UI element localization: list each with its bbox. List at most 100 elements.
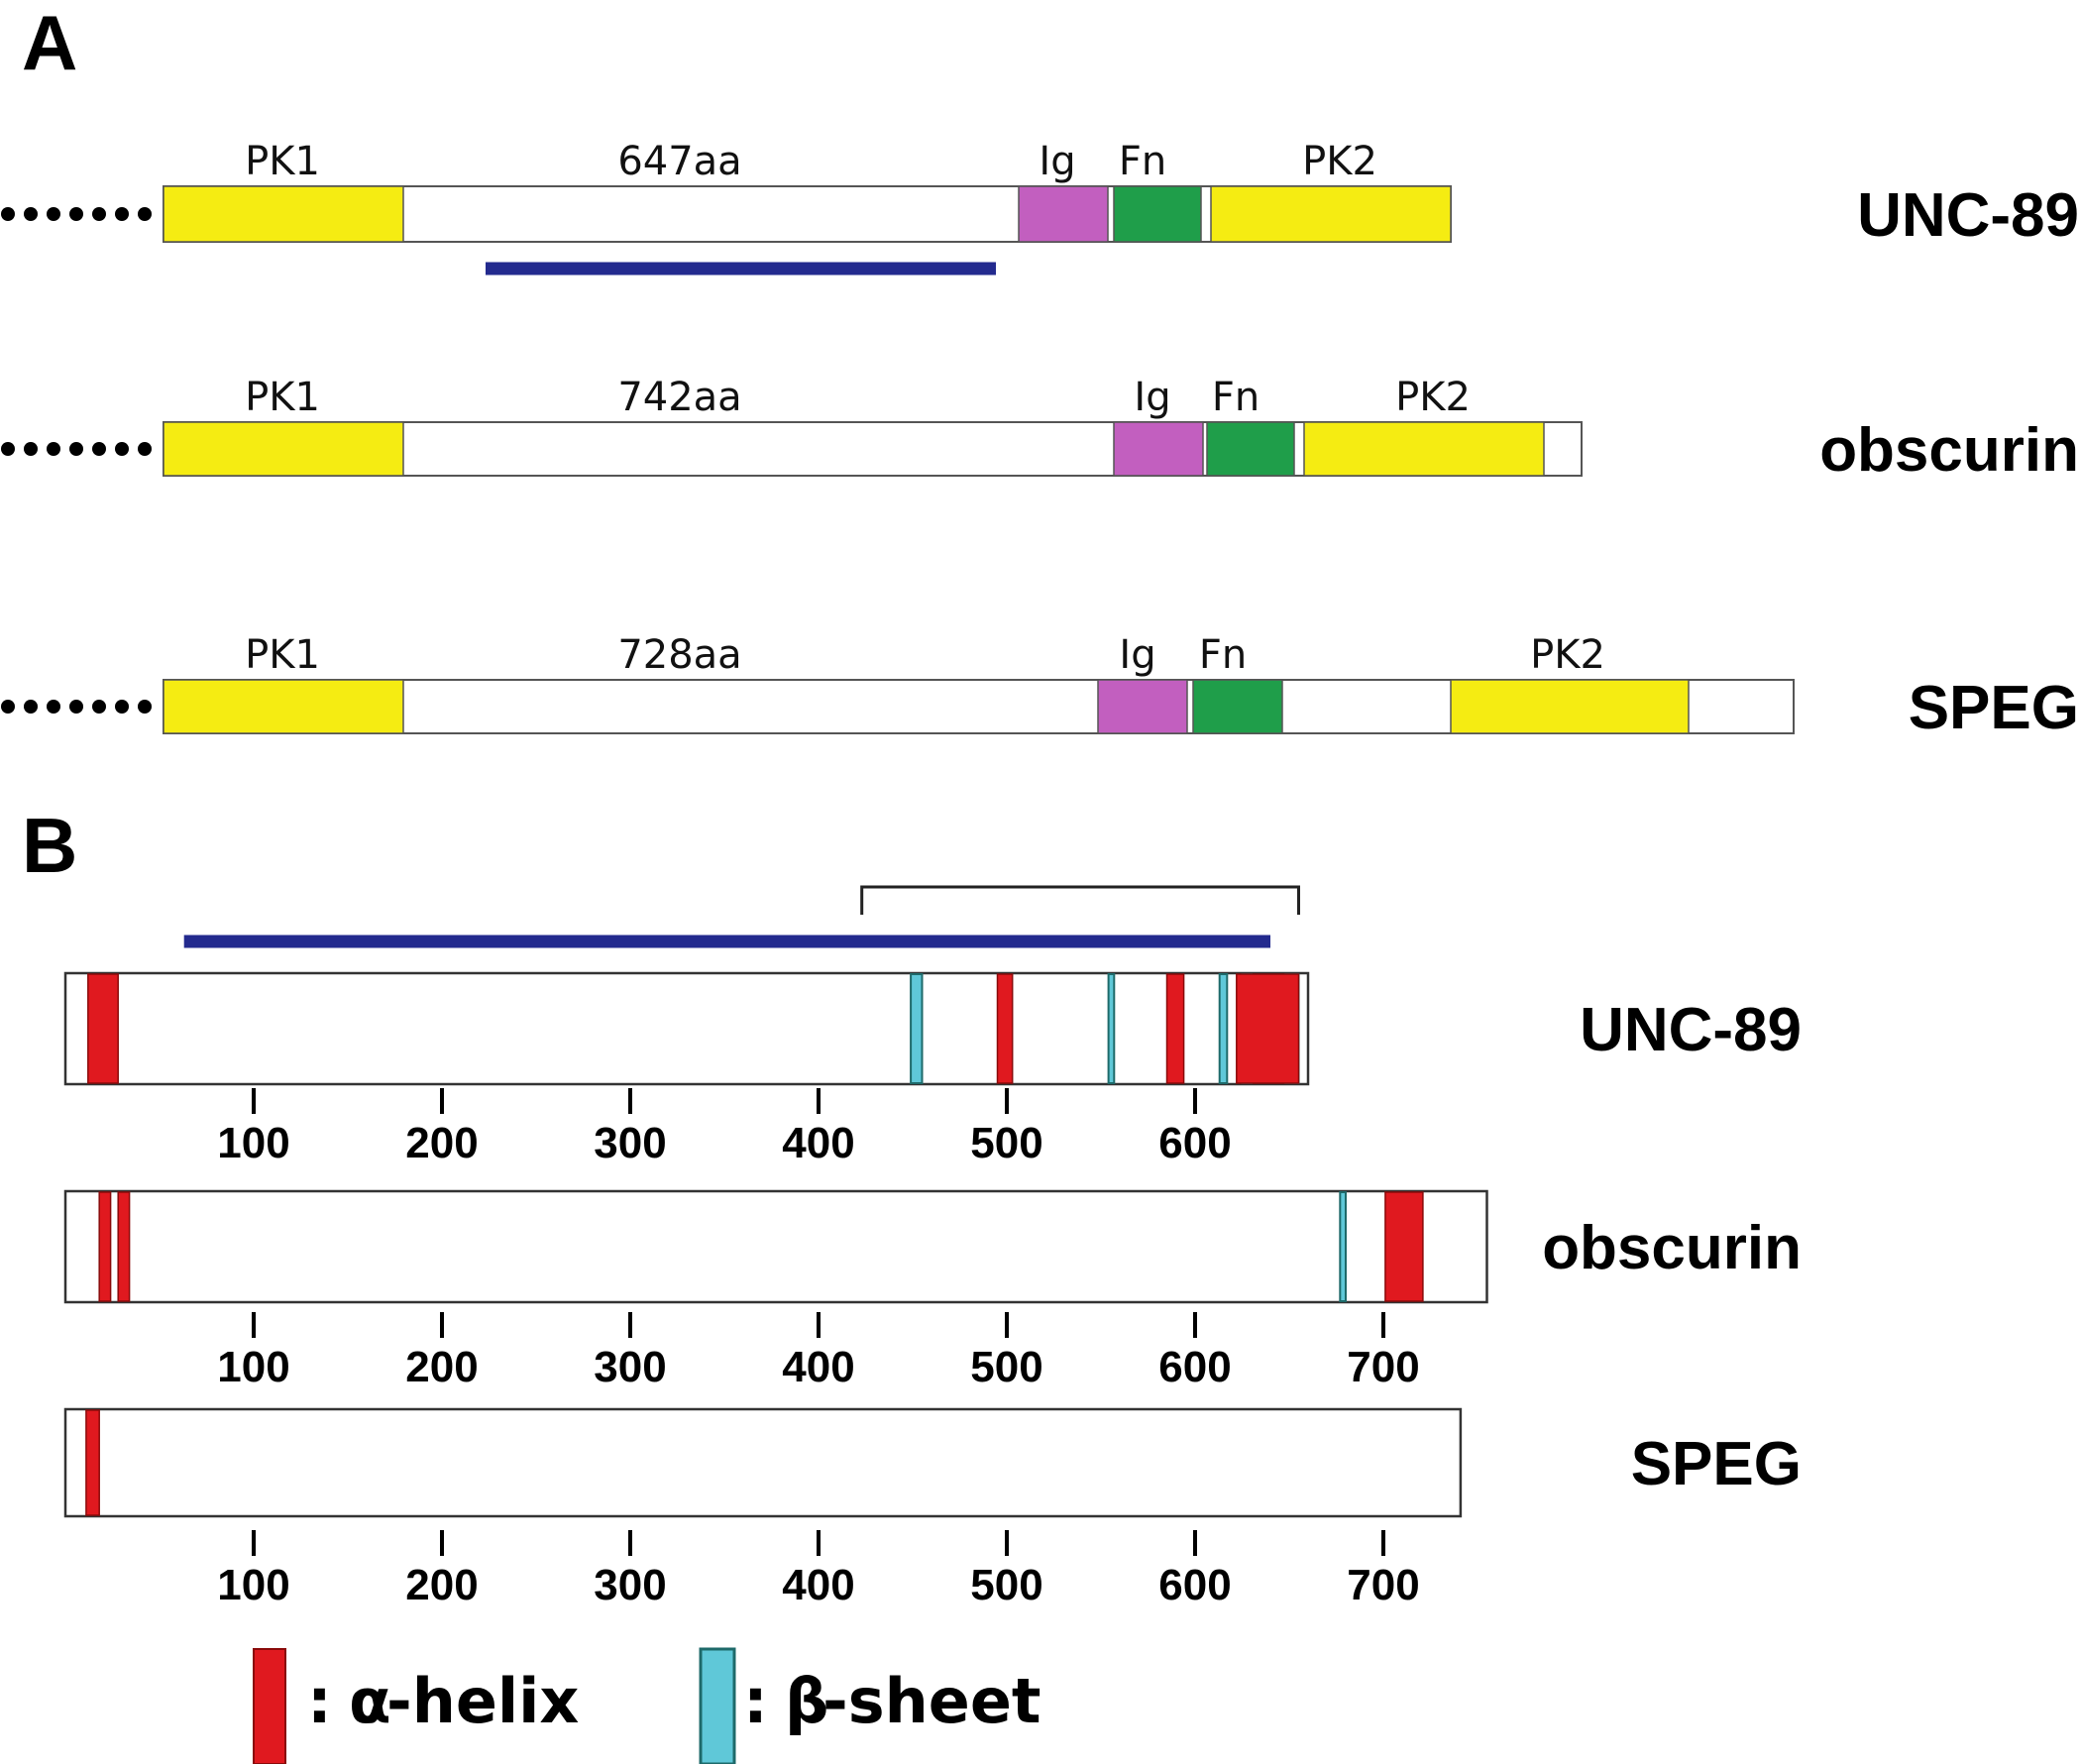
legend-sheet-swatch: [699, 1647, 736, 1764]
n-terminal-dot: [1, 207, 15, 221]
protein-row-speg: PK1 Ig Fn PK2 728aa SPEG: [1, 632, 2079, 742]
axis-tick-label: 500: [970, 1119, 1042, 1167]
legend-helix-swatch: [253, 1648, 286, 1764]
n-terminal-dot: [138, 700, 152, 714]
axis-tick-label: 400: [782, 1343, 854, 1391]
n-terminal-dot: [47, 207, 60, 221]
ig-label: Ig: [1134, 375, 1170, 420]
axis-tick-label: 400: [782, 1561, 854, 1609]
ig-label: Ig: [1039, 139, 1075, 184]
n-terminal-dot: [47, 700, 60, 714]
alpha-helix-segment: [1384, 1191, 1424, 1302]
panel-a: PK1 Ig Fn PK2 647aa UNC-89 PK1 Ig Fn PK2 742aa obsc…: [1, 139, 2079, 742]
pk2-label: PK2: [1302, 139, 1377, 184]
legend-text: -helix: [386, 1665, 579, 1737]
axis-tick-label: 200: [405, 1561, 478, 1609]
n-terminal-dot: [115, 442, 129, 456]
legend-item-helix: : α-helix: [253, 1648, 579, 1764]
n-terminal-dot: [24, 700, 38, 714]
n-terminal-dot: [115, 207, 129, 221]
alpha-helix-segment: [85, 1409, 100, 1516]
fn-label: Fn: [1119, 139, 1166, 184]
beta-sheet-segment: [1107, 973, 1116, 1084]
fn-domain: [1206, 421, 1295, 477]
ig-domain: [1018, 185, 1109, 243]
n-terminal-dot: [69, 700, 83, 714]
sequence-outline: [63, 1189, 1488, 1304]
legend-symbol: β: [785, 1665, 828, 1737]
beta-sheet-segment: [1218, 973, 1229, 1084]
n-terminal-dot: [92, 700, 106, 714]
protein-name: SPEG: [1909, 674, 2079, 742]
linker-length-label: 728aa: [617, 632, 741, 678]
n-terminal-dot: [1, 700, 15, 714]
fn-domain: [1192, 679, 1283, 734]
n-terminal-dot: [92, 442, 106, 456]
beta-sheet-segment: [1339, 1191, 1348, 1302]
axis-tick-label: 600: [1158, 1343, 1231, 1391]
n-terminal-dot: [24, 207, 38, 221]
protein-name: SPEG: [1631, 1430, 1802, 1498]
n-terminal-dot: [138, 442, 152, 456]
fn-label: Fn: [1199, 632, 1247, 678]
legend-colon: :: [743, 1665, 768, 1737]
fn-domain: [1113, 185, 1202, 243]
legend: : α-helix: β-sheet: [253, 1647, 1041, 1764]
axis-tick-label: 400: [782, 1119, 854, 1167]
ig-domain: [1097, 679, 1188, 734]
axis-tick-label: 500: [970, 1561, 1042, 1609]
protein-row-obscurin: PK1 Ig Fn PK2 742aa obscurin: [1, 375, 2079, 485]
pk2-domain: [1450, 679, 1690, 734]
legend-symbol: α: [349, 1665, 391, 1737]
pk1-label: PK1: [245, 632, 320, 678]
alpha-helix-segment: [1165, 973, 1185, 1084]
protein-name: UNC-89: [1580, 996, 1802, 1064]
fn-label: Fn: [1212, 375, 1260, 420]
n-terminal-dot: [115, 700, 129, 714]
alpha-helix-segment: [1236, 973, 1300, 1084]
protein-name: obscurin: [1819, 416, 2079, 485]
n-terminal-dot: [138, 207, 152, 221]
pk1-label: PK1: [245, 139, 320, 184]
legend-text: -sheet: [822, 1665, 1041, 1737]
n-terminal-dot: [69, 442, 83, 456]
axis-tick-label: 200: [405, 1343, 478, 1391]
linker-length-label: 647aa: [617, 139, 741, 184]
pk1-domain: [163, 421, 404, 477]
alpha-helix-segment: [117, 1191, 131, 1302]
legend-colon: :: [307, 1665, 332, 1737]
panel-b-letter: B: [22, 802, 77, 889]
panel-a-letter: A: [22, 0, 77, 86]
n-terminal-dot: [47, 442, 60, 456]
axis-tick-label: 100: [217, 1343, 289, 1391]
secondary-structure-row-unc-89: 100 200 300 400 500 600 UNC-89: [63, 885, 1802, 1167]
axis-tick-label: 200: [405, 1119, 478, 1167]
sequence-outline: [63, 971, 1310, 1086]
pk2-label: PK2: [1395, 375, 1471, 420]
protein-name: UNC-89: [1857, 181, 2079, 250]
pk2-domain: [1303, 421, 1545, 477]
axis-tick-label: 600: [1158, 1561, 1231, 1609]
pk2-domain: [1210, 185, 1452, 243]
region-bracket: [860, 885, 1300, 915]
pk1-label: PK1: [245, 375, 320, 420]
beta-sheet-segment: [910, 973, 924, 1084]
alpha-helix-segment: [996, 973, 1014, 1084]
n-terminal-dot: [92, 207, 106, 221]
axis-tick-label: 300: [594, 1343, 666, 1391]
protein-name: obscurin: [1542, 1214, 1802, 1282]
linker-length-label: 742aa: [617, 375, 741, 420]
secondary-structure-row-obscurin: 100 200 300 400 500 600 700 obscurin: [63, 1189, 1802, 1391]
axis-tick-label: 100: [217, 1119, 289, 1167]
secondary-structure-row-speg: 100 200 300 400 500 600 700 SPEG: [63, 1407, 1802, 1609]
axis-tick-label: 500: [970, 1343, 1042, 1391]
legend-item-sheet: : β-sheet: [699, 1647, 1041, 1764]
n-terminal-dot: [1, 442, 15, 456]
pk2-label: PK2: [1530, 632, 1605, 678]
n-terminal-dot: [24, 442, 38, 456]
axis-tick-label: 100: [217, 1561, 289, 1609]
alpha-helix-segment: [98, 1191, 112, 1302]
axis-tick-label: 300: [594, 1561, 666, 1609]
pk1-domain: [163, 185, 404, 243]
